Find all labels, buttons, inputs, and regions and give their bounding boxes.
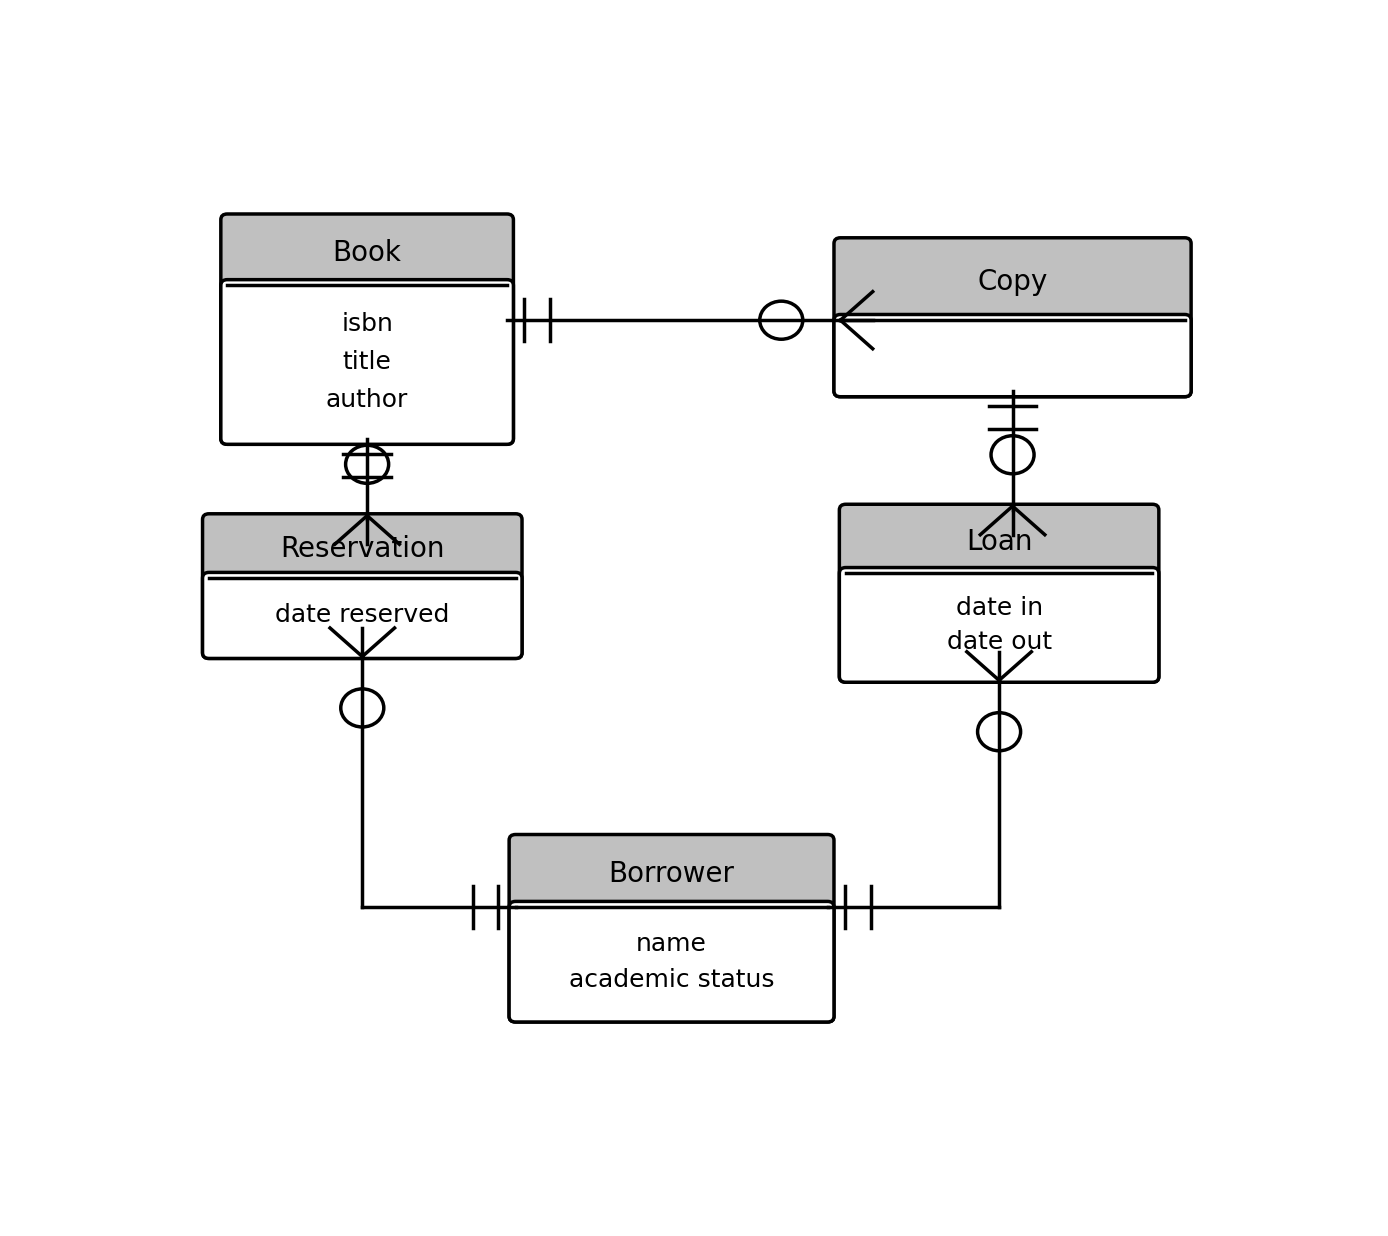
Text: date in: date in [955,596,1042,619]
Text: isbn: isbn [341,311,393,336]
FancyBboxPatch shape [509,834,834,1022]
FancyBboxPatch shape [840,567,1159,682]
Text: title: title [343,350,391,375]
Text: academic status: academic status [569,968,775,993]
FancyBboxPatch shape [203,572,522,659]
FancyBboxPatch shape [840,504,1159,682]
FancyBboxPatch shape [509,901,834,1022]
Text: Copy: Copy [977,268,1048,295]
Text: name: name [636,932,706,955]
Text: Book: Book [333,239,401,267]
Text: Loan: Loan [966,528,1033,556]
FancyBboxPatch shape [221,214,514,444]
FancyBboxPatch shape [834,237,1191,397]
Text: date reserved: date reserved [275,603,450,628]
Text: Borrower: Borrower [608,860,734,887]
FancyBboxPatch shape [203,514,522,659]
Text: author: author [326,388,408,413]
Text: date out: date out [947,630,1052,654]
Text: Reservation: Reservation [280,535,444,562]
FancyBboxPatch shape [834,314,1191,397]
FancyBboxPatch shape [221,279,514,444]
